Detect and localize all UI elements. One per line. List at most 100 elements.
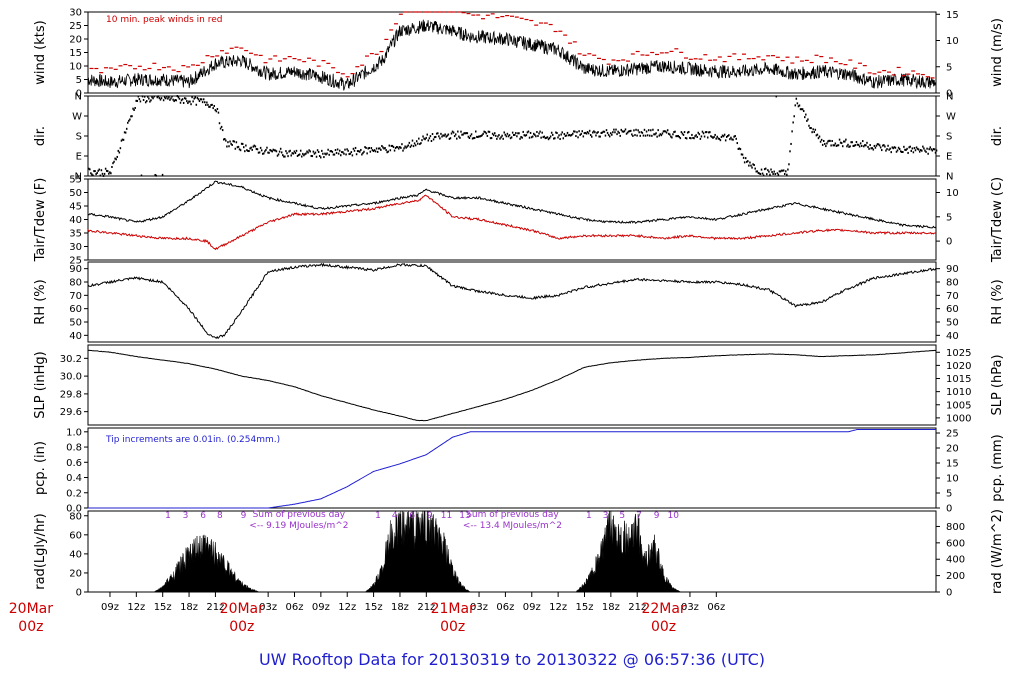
dir-point bbox=[154, 173, 156, 176]
dir-point bbox=[690, 137, 692, 140]
dir-point bbox=[696, 135, 698, 138]
dir-point bbox=[130, 115, 132, 118]
dir-point bbox=[785, 170, 787, 173]
dir-point bbox=[243, 146, 245, 149]
dir-point bbox=[840, 142, 843, 145]
slp-left-tick-label: 29.8 bbox=[60, 389, 82, 400]
main-title: UW Rooftop Data for 20130319 to 20130322… bbox=[259, 650, 765, 669]
dir-point bbox=[273, 149, 276, 152]
dir-point bbox=[311, 155, 314, 158]
dir-point bbox=[512, 134, 515, 137]
dir-point bbox=[167, 97, 169, 100]
dir-point bbox=[185, 97, 187, 100]
x-axis-tick-label: 12z bbox=[549, 602, 567, 613]
dir-point bbox=[349, 152, 352, 155]
dir-point bbox=[935, 149, 938, 152]
pcp-left-tick-label: 0.0 bbox=[66, 504, 82, 515]
dir-point bbox=[120, 139, 123, 142]
x-axis-tick-label: 06z bbox=[286, 602, 304, 613]
dir-point bbox=[424, 138, 426, 141]
dir-point bbox=[580, 132, 582, 135]
dir-point bbox=[717, 137, 720, 140]
dir-point bbox=[360, 148, 362, 151]
rad-sum-note-line1: Sum of previous day bbox=[253, 510, 346, 520]
dir-point bbox=[845, 138, 847, 141]
rad-sum-note-line2: <-- 9.19 MJoules/m^2 bbox=[249, 521, 348, 531]
dir-point bbox=[113, 160, 115, 163]
dir-point bbox=[385, 149, 387, 152]
dir-point bbox=[381, 144, 383, 147]
dir-point bbox=[621, 130, 624, 133]
dir-point bbox=[159, 98, 162, 101]
dir-point bbox=[346, 148, 348, 151]
x-axis-tick-label: 18z bbox=[180, 602, 198, 613]
dir-point bbox=[553, 137, 555, 140]
dir-point bbox=[192, 100, 194, 103]
dir-point bbox=[425, 136, 427, 139]
dir-point bbox=[210, 103, 212, 106]
dir-point bbox=[135, 99, 137, 102]
dir-point bbox=[755, 170, 758, 173]
dir-point bbox=[594, 131, 596, 134]
pcp-left-tick-label: 0.8 bbox=[66, 443, 82, 454]
x-axis-tick-label: 12z bbox=[127, 602, 145, 613]
dir-point bbox=[267, 151, 269, 154]
dir-point bbox=[245, 144, 247, 147]
slp-right-tick-label: 1000 bbox=[946, 413, 971, 424]
dir-point bbox=[481, 134, 483, 137]
dir-point bbox=[781, 169, 784, 172]
dir-point bbox=[651, 134, 653, 137]
dir-point bbox=[576, 131, 578, 134]
dir-point bbox=[916, 147, 919, 150]
dir-point bbox=[440, 132, 442, 135]
dir-point bbox=[503, 131, 505, 134]
dir-point bbox=[89, 168, 91, 171]
dir-point bbox=[301, 155, 303, 158]
dir-point bbox=[685, 137, 688, 140]
dir-point bbox=[746, 160, 748, 163]
dir-point bbox=[386, 151, 388, 154]
dir-point bbox=[626, 131, 629, 134]
dir-point bbox=[251, 148, 253, 151]
dir-point bbox=[562, 137, 565, 140]
dir-point bbox=[841, 145, 844, 148]
wind-left-tick-label: 0 bbox=[76, 89, 82, 100]
dir-point bbox=[350, 151, 353, 154]
dir-point bbox=[372, 150, 375, 153]
dir-point bbox=[166, 95, 168, 98]
dir-point bbox=[479, 135, 481, 138]
dir-point bbox=[444, 133, 446, 136]
dir-point bbox=[170, 97, 172, 100]
dir-point bbox=[792, 121, 794, 124]
dir-point bbox=[859, 142, 862, 145]
dir-point bbox=[720, 136, 723, 139]
dir-point bbox=[104, 167, 107, 170]
dir-point bbox=[201, 101, 204, 104]
dir-point bbox=[321, 149, 323, 152]
dir-point bbox=[601, 131, 604, 134]
dir-point bbox=[214, 109, 217, 112]
dir-point bbox=[432, 138, 435, 141]
dir-point bbox=[407, 144, 410, 147]
dir-point bbox=[561, 131, 563, 134]
rh-right-tick-label: 90 bbox=[946, 264, 959, 275]
dir-point bbox=[117, 149, 120, 152]
rad-left-tick-label: 0 bbox=[76, 588, 82, 599]
dir-point bbox=[848, 145, 850, 148]
dir-point bbox=[779, 170, 782, 173]
dir-point bbox=[319, 156, 322, 159]
dir-point bbox=[268, 151, 270, 154]
x-axis-tick-label: 03z bbox=[259, 602, 277, 613]
dir-point bbox=[380, 148, 382, 151]
dir-point bbox=[811, 131, 813, 134]
dir-point bbox=[632, 134, 634, 137]
dir-point bbox=[468, 137, 471, 140]
dir-point bbox=[602, 130, 605, 133]
wind-peak-dashes bbox=[89, 11, 935, 79]
dir-point bbox=[226, 145, 228, 148]
dir-point bbox=[835, 144, 838, 147]
dir-point bbox=[884, 145, 886, 148]
dir-point bbox=[672, 133, 674, 136]
dir-point bbox=[885, 149, 887, 152]
dir-point bbox=[220, 125, 223, 128]
